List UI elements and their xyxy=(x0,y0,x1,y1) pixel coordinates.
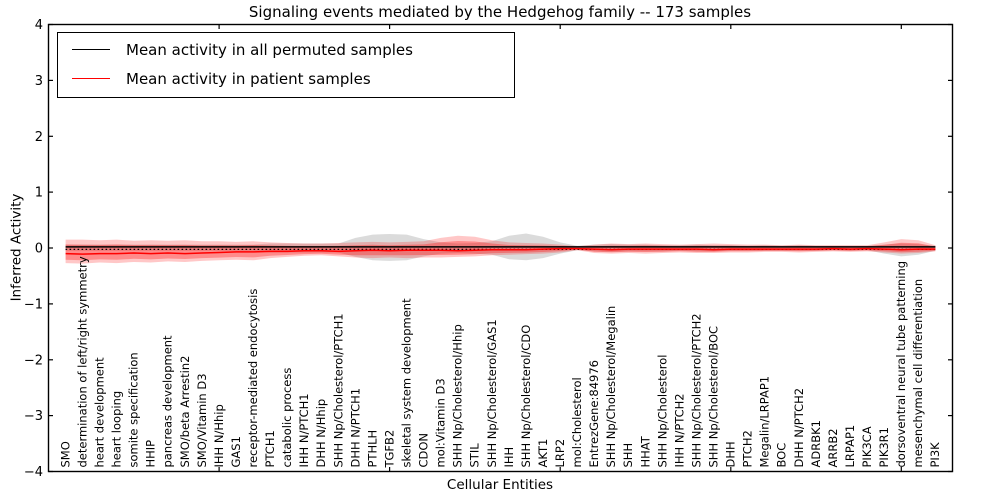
x-category-label: PTHLH xyxy=(365,430,379,468)
y-tick-label: −1 xyxy=(24,297,43,312)
x-category-label: AKT1 xyxy=(536,439,550,468)
x-category-label: IHH N/Hhip xyxy=(212,404,226,467)
legend-label-permuted: Mean activity in all permuted samples xyxy=(126,40,413,59)
x-category-label: IHH N/PTCH1 xyxy=(297,393,311,467)
x-category-label: HHAT xyxy=(638,435,652,467)
x-category-label: SMO xyxy=(58,441,72,467)
x-category-label: DHH xyxy=(724,441,738,467)
x-category-label: dorsoventral neural tube patterning xyxy=(894,261,908,468)
x-category-label: IHH xyxy=(502,447,516,468)
x-category-label: DHH N/PTCH2 xyxy=(792,388,806,468)
legend: Mean activity in all permuted samples Me… xyxy=(57,32,515,98)
x-category-label: SHH Np/Cholesterol/CDO xyxy=(519,325,533,468)
x-category-label: SHH Np/Cholesterol/BOC xyxy=(707,326,721,468)
legend-entry-permuted: Mean activity in all permuted samples xyxy=(72,35,514,64)
x-category-label: heart looping xyxy=(110,391,124,468)
x-category-label: DHH N/PTCH1 xyxy=(348,388,362,468)
y-tick-label: 3 xyxy=(35,74,43,89)
x-category-label: SMO/Vitamin D3 xyxy=(195,373,209,467)
x-category-label: somite specification xyxy=(127,352,141,467)
y-tick-labels: 4 3 2 1 0 −1 −2 −3 −4 xyxy=(24,18,43,480)
x-category-label: SHH Np/Cholesterol xyxy=(655,355,669,468)
x-category-label: GAS1 xyxy=(229,436,243,467)
x-category-label: SHH Np/Cholesterol/GAS1 xyxy=(485,319,499,467)
x-category-label: pancreas development xyxy=(161,335,175,468)
legend-label-patient: Mean activity in patient samples xyxy=(126,69,371,88)
y-tick-label: 0 xyxy=(35,242,43,257)
y-tick-label: 4 xyxy=(35,18,43,33)
x-category-label: ADRBK1 xyxy=(809,420,823,467)
patient-line-sample xyxy=(72,78,110,79)
y-tick-label: −3 xyxy=(24,409,43,424)
y-axis-title: Inferred Activity xyxy=(8,193,25,302)
y-tick-label: −4 xyxy=(24,465,43,480)
x-category-label: EntrezGene:84976 xyxy=(587,360,601,467)
x-category-label: mol:Vitamin D3 xyxy=(434,378,448,467)
x-category-label: DHH N/Hhip xyxy=(314,399,328,468)
x-category-label: PIK3R1 xyxy=(877,427,891,468)
y-tick-label: 2 xyxy=(35,130,43,145)
x-category-label: ARRB2 xyxy=(826,428,840,467)
plot-area: SMO determination of left/right symmetry h… xyxy=(47,23,954,473)
x-category-label: PTCH2 xyxy=(741,430,755,467)
x-category-label: PTCH1 xyxy=(263,430,277,467)
x-category-label: Megalin/LRPAP1 xyxy=(758,376,772,468)
x-axis-title: Cellular Entities xyxy=(446,477,554,493)
x-category-label: heart development xyxy=(93,357,107,468)
y-tick-label: −2 xyxy=(24,353,43,368)
x-category-label: SMO/beta Arrestin2 xyxy=(178,356,192,468)
x-category-label: HHIP xyxy=(144,440,158,468)
x-category-label: BOC xyxy=(775,443,789,468)
x-category-label: PI3K xyxy=(928,442,942,468)
x-category-label: determination of left/right symmetry xyxy=(75,256,89,467)
axes-frame xyxy=(47,23,954,473)
x-category-label: LRPAP1 xyxy=(843,425,857,468)
x-category-label: SHH Np/Cholesterol/PTCH1 xyxy=(331,313,345,467)
x-category-label: PIK3CA xyxy=(860,426,874,467)
x-category-label: mol:Cholesterol xyxy=(570,377,584,467)
x-category-label: SHH Np/Cholesterol/PTCH2 xyxy=(690,313,704,467)
x-category-label: STIL xyxy=(468,443,482,468)
x-category-label: skeletal system development xyxy=(400,298,414,468)
y-tick-label: 1 xyxy=(35,186,43,201)
x-category-label: receptor-mediated endocytosis xyxy=(246,289,260,468)
permuted-line-sample xyxy=(72,49,110,50)
x-category-label: mesenchymal cell differentiation xyxy=(911,279,925,468)
patient-inner-band xyxy=(65,241,936,261)
x-category-label: catabolic process xyxy=(280,368,294,468)
x-category-label: TGFB2 xyxy=(382,430,396,469)
x-category-label: SHH Np/Cholesterol/Megalin xyxy=(604,306,618,468)
x-category-label: SHH xyxy=(621,443,635,468)
x-category-label: IHH N/PTCH2 xyxy=(672,393,686,467)
x-category-label: CDON xyxy=(417,433,431,468)
x-category-label: LRP2 xyxy=(553,439,567,468)
x-category-label: SHH Np/Cholesterol/Hhip xyxy=(451,324,465,467)
legend-entry-patient: Mean activity in patient samples xyxy=(72,64,514,93)
chart-title: Signaling events mediated by the Hedgeho… xyxy=(248,3,752,21)
patient-mean-line xyxy=(65,247,936,255)
